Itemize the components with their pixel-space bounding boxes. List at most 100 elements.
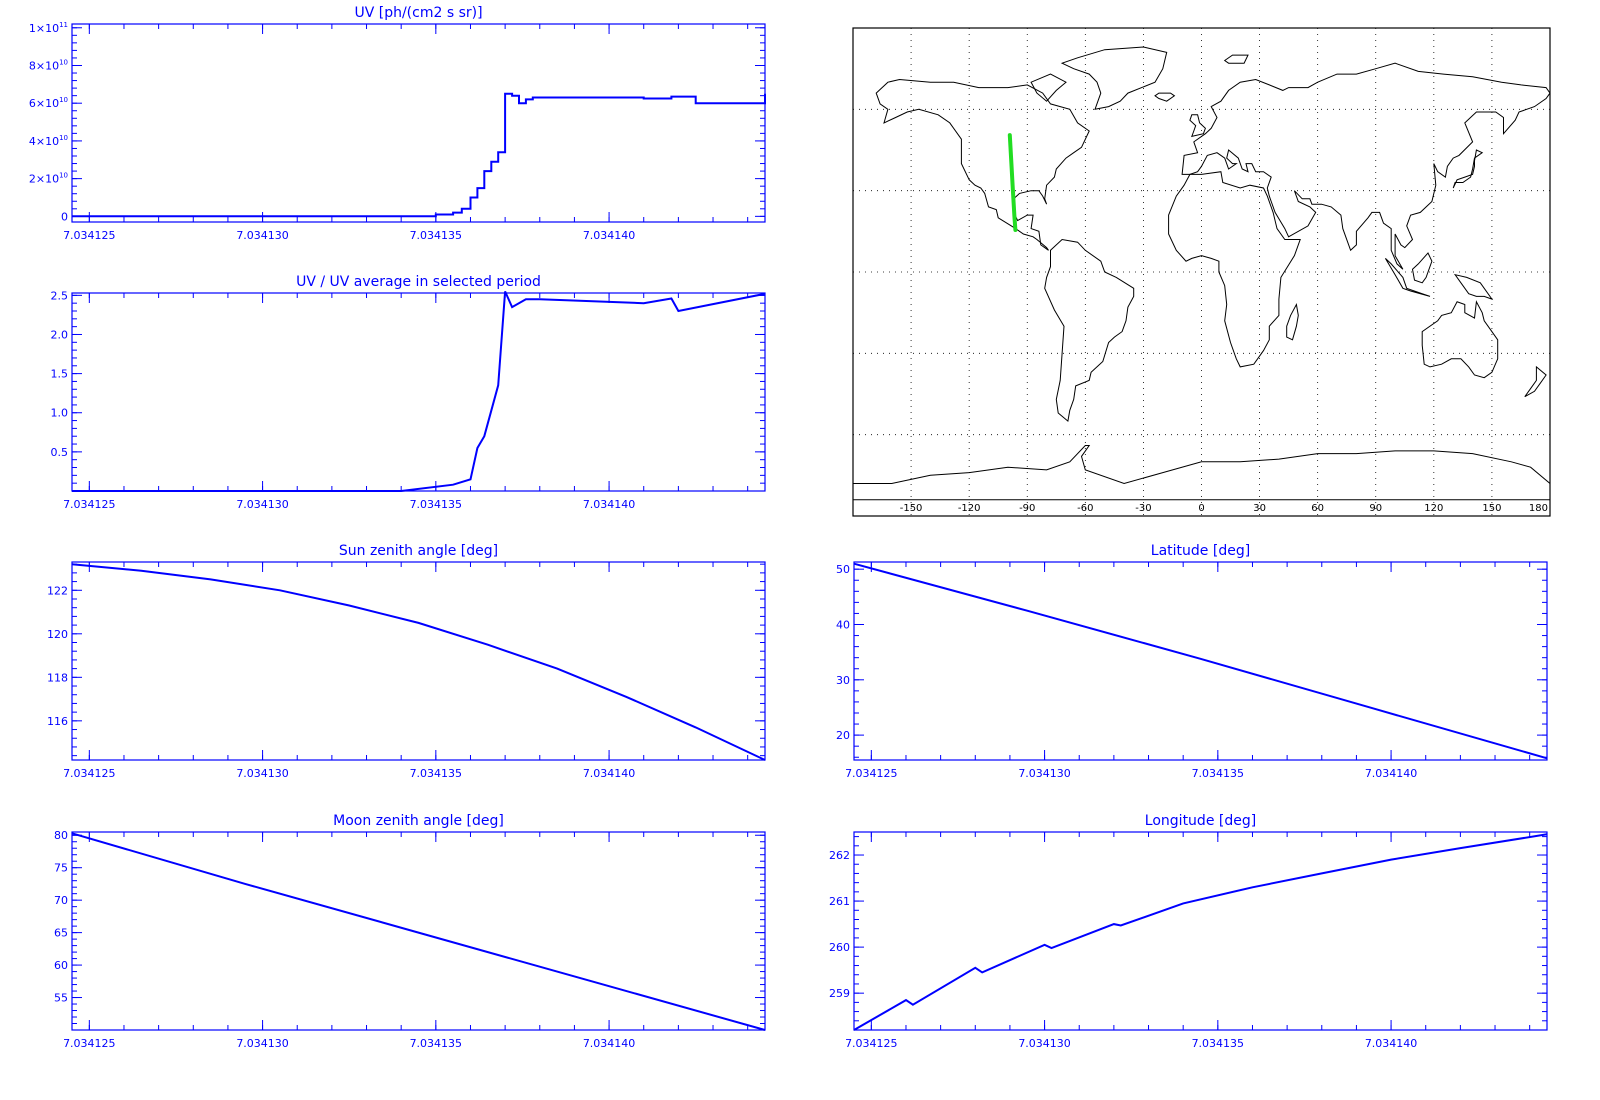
coastline-borneo xyxy=(1411,252,1433,284)
x-tick-label: 7.034125 xyxy=(63,767,116,780)
y-tick-label: 6×1010 xyxy=(29,96,68,110)
y-tick-label: 70 xyxy=(54,894,68,907)
series-line xyxy=(71,832,766,1031)
coastline-greenland xyxy=(1060,46,1168,110)
y-tick-label: 0 xyxy=(61,210,68,223)
chart-title: Moon zenith angle [deg] xyxy=(333,813,504,829)
x-tick-label: 7.034135 xyxy=(1192,1037,1245,1050)
x-tick-label: 7.034135 xyxy=(410,229,463,242)
y-tick-label: 2.0 xyxy=(51,328,69,341)
y-tick-label: 30 xyxy=(836,674,850,687)
y-tick-label: 1.5 xyxy=(51,368,69,381)
chart-title: UV [ph/(cm2 s sr)] xyxy=(354,5,482,21)
x-tick-label: 7.034135 xyxy=(410,498,463,511)
chart-title: Longitude [deg] xyxy=(1145,813,1256,829)
map-x-tick-label: 60 xyxy=(1311,503,1324,514)
x-tick-label: 7.034140 xyxy=(1365,1037,1418,1050)
y-tick-label: 0.5 xyxy=(51,446,69,459)
y-tick-label: 2×1010 xyxy=(29,172,68,186)
chart-sun: Sun zenith angle [deg] 7.034125 7.034130 7.… xyxy=(47,543,766,780)
plot-frame xyxy=(71,23,766,223)
y-tick-label: 122 xyxy=(47,584,68,597)
chart-uv: UV [ph/(cm2 s sr)] 7.034125 7.034130 7.0341… xyxy=(29,5,766,242)
x-tick-label: 7.034125 xyxy=(63,229,116,242)
coastline-north-america xyxy=(875,78,1090,251)
map-x-tick-label: -30 xyxy=(1135,503,1151,514)
x-tick-label: 7.034125 xyxy=(845,1037,898,1050)
y-tick-label: 120 xyxy=(47,628,68,641)
y-tick-label: 65 xyxy=(54,927,68,940)
y-tick-label: 116 xyxy=(47,715,68,728)
x-tick-label: 7.034125 xyxy=(845,767,898,780)
plot-frame xyxy=(853,561,1548,761)
world-map: -150 -120 -90 -60 -30 0 30 60 90 120 150 180 xyxy=(852,27,1551,517)
coastline-eurasia xyxy=(1181,62,1551,270)
x-tick-label: 7.034135 xyxy=(410,767,463,780)
chart-lon: Longitude [deg] 7.034125 7.034130 7.034135 7… xyxy=(829,813,1548,1050)
x-tick-label: 7.034130 xyxy=(236,229,289,242)
x-tick-label: 7.034140 xyxy=(583,498,636,511)
x-tick-label: 7.034135 xyxy=(1192,767,1245,780)
coastline-japan xyxy=(1452,149,1484,189)
coastline-africa xyxy=(1168,171,1301,368)
chart-moon: Moon zenith angle [deg] 7.034125 7.034130 7… xyxy=(54,813,766,1050)
coastline-svalbard xyxy=(1223,54,1249,64)
x-tick-label: 7.034140 xyxy=(583,767,636,780)
x-tick-label: 7.034140 xyxy=(583,1037,636,1050)
coastline-new-zealand xyxy=(1524,365,1547,398)
chart-title: UV / UV average in selected period xyxy=(296,274,541,290)
satellite-track xyxy=(1007,133,1018,232)
map-x-tick-label: 0 xyxy=(1198,503,1204,514)
plot-frame xyxy=(71,561,766,761)
series-line xyxy=(72,290,766,492)
x-tick-label: 7.034130 xyxy=(236,498,289,511)
x-tick-label: 7.034130 xyxy=(1018,767,1071,780)
y-tick-label: 50 xyxy=(836,563,850,576)
x-tick-label: 7.034140 xyxy=(1365,767,1418,780)
map-x-tick-label: -120 xyxy=(958,503,981,514)
map-x-tick-label: -150 xyxy=(900,503,923,514)
map-x-tick-label: -90 xyxy=(1019,503,1035,514)
coastline-indonesia xyxy=(1384,258,1431,297)
x-tick-label: 7.034130 xyxy=(1018,1037,1071,1050)
x-tick-label: 7.034125 xyxy=(63,498,116,511)
series-line xyxy=(72,92,766,218)
series-line xyxy=(853,833,1548,1031)
chart-title: Latitude [deg] xyxy=(1151,543,1250,559)
x-tick-label: 7.034130 xyxy=(236,767,289,780)
y-tick-label: 8×1010 xyxy=(29,58,68,72)
coastline-great-britain xyxy=(1189,114,1206,138)
y-tick-label: 40 xyxy=(836,618,850,631)
chart-lat: Latitude [deg] 7.034125 7.034130 7.034135 7.… xyxy=(836,543,1548,780)
coastline-antarctica xyxy=(852,445,1551,501)
map-x-tick-label: 120 xyxy=(1424,503,1443,514)
chart-title: Sun zenith angle [deg] xyxy=(339,543,498,559)
coastline-iceland xyxy=(1154,92,1176,102)
y-tick-label: 118 xyxy=(47,671,68,684)
y-tick-label: 60 xyxy=(54,959,68,972)
x-tick-label: 7.034125 xyxy=(63,1037,116,1050)
series-line xyxy=(71,563,766,761)
y-tick-label: 4×1010 xyxy=(29,134,68,148)
y-tick-label: 2.5 xyxy=(51,289,69,302)
coastline-south-america xyxy=(1044,238,1135,423)
coastline-new-guinea xyxy=(1453,273,1494,301)
y-tick-label: 75 xyxy=(54,862,68,875)
map-x-tick-label: 180 xyxy=(1529,503,1548,514)
map-x-tick-label: 150 xyxy=(1482,503,1501,514)
coastline-australia xyxy=(1421,300,1499,379)
plot-frame xyxy=(853,831,1548,1031)
y-tick-label: 55 xyxy=(54,992,68,1005)
plot-frame xyxy=(71,292,766,492)
map-x-tick-label: 90 xyxy=(1369,503,1382,514)
x-tick-label: 7.034140 xyxy=(583,229,636,242)
y-tick-label: 260 xyxy=(829,941,850,954)
y-tick-label: 259 xyxy=(829,987,850,1000)
y-tick-label: 262 xyxy=(829,849,850,862)
plot-frame xyxy=(71,831,766,1031)
x-tick-label: 7.034130 xyxy=(236,1037,289,1050)
map-x-tick-label: 30 xyxy=(1253,503,1266,514)
coastline-baffin xyxy=(1030,73,1067,102)
y-tick-label: 1.0 xyxy=(51,407,69,420)
